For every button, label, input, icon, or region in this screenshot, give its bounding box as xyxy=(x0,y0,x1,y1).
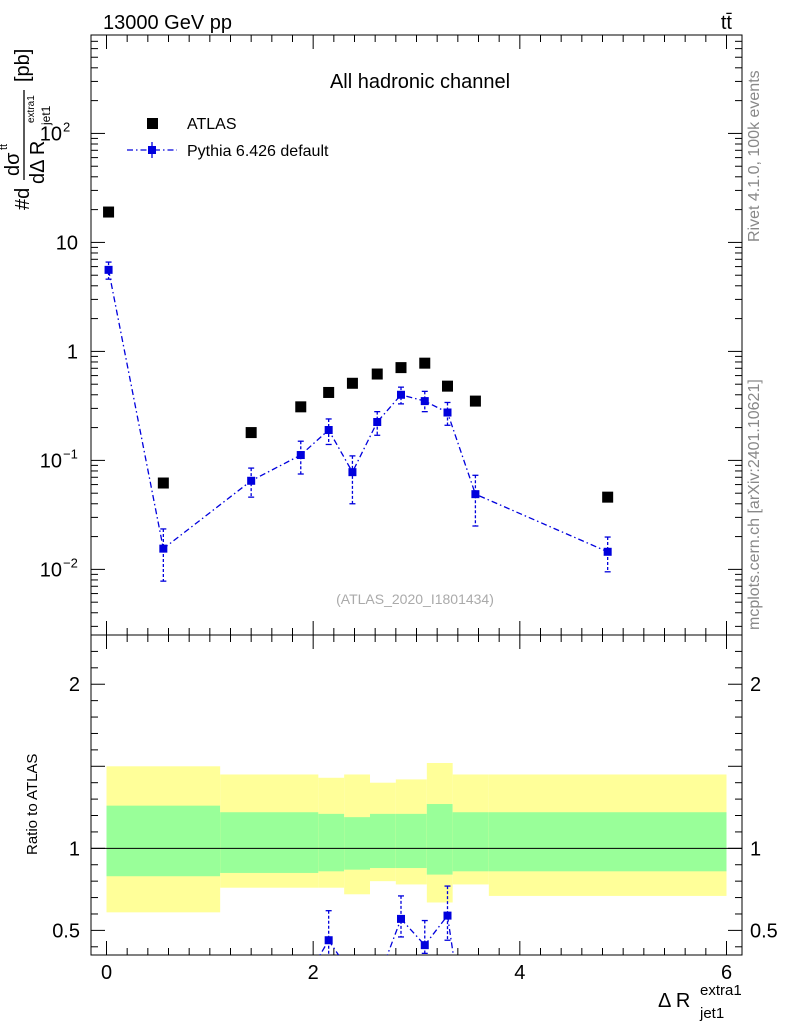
pythia-point xyxy=(373,418,382,427)
ratio-tick-label-right: 0.5 xyxy=(750,920,778,942)
y-tick-label: 10 xyxy=(40,559,62,581)
y-label-den-sub: jet1 xyxy=(39,105,53,126)
atlas-point xyxy=(295,401,307,413)
y-tick-label-exponent: −2 xyxy=(63,555,78,570)
ratio-uncertainty-bands xyxy=(91,763,742,913)
ratio-point xyxy=(324,936,333,945)
legend-atlas-marker xyxy=(147,118,158,129)
mcplots-reference-label: mcplots.cern.ch [arXiv:2401.10621] xyxy=(746,379,763,630)
ratio-band-inner xyxy=(344,817,370,870)
x-label-main: Δ R xyxy=(658,990,690,1012)
y-label-num-sup: tt xyxy=(0,144,10,150)
pythia-point xyxy=(104,265,113,274)
y-tick-label: 1 xyxy=(67,341,78,363)
atlas-point xyxy=(442,380,453,392)
atlas-point xyxy=(419,357,431,369)
ratio-point xyxy=(443,911,452,920)
atlas-point xyxy=(346,377,358,389)
y-tick-label: 10 xyxy=(56,232,78,254)
ratio-point xyxy=(420,941,429,950)
legend-atlas-label: ATLAS xyxy=(187,116,237,133)
x-tick-label: 6 xyxy=(721,962,732,984)
ratio-band-inner xyxy=(395,813,427,869)
ratio-panel-frame xyxy=(90,634,743,956)
atlas-point xyxy=(323,386,335,398)
rivet-version-label: Rivet 4.1.0, 100k events xyxy=(746,70,763,242)
process-label: tt̄ xyxy=(721,12,733,34)
ratio-points-group xyxy=(319,885,454,955)
pythia-point xyxy=(420,397,429,406)
pythia-line xyxy=(107,269,608,553)
pythia-point xyxy=(348,468,357,477)
y-label-den-sup: extra1 xyxy=(26,95,37,123)
atlas-point xyxy=(103,206,115,218)
y-label-main: #d xyxy=(12,188,34,210)
pythia-point xyxy=(159,544,168,553)
legend-pythia-label: Pythia 6.426 default xyxy=(187,143,329,160)
ratio-band-inner xyxy=(106,805,221,877)
y-tick-label: 10 xyxy=(40,450,62,472)
pythia-point xyxy=(247,476,256,485)
y-tick-label-exponent: 2 xyxy=(63,119,70,134)
ratio-band-inner xyxy=(488,812,727,872)
ratio-line-segment xyxy=(400,918,426,946)
ratio-tick-label-right: 2 xyxy=(750,674,761,696)
x-label-sup: extra1 xyxy=(700,982,742,999)
legend: ATLAS Pythia 6.426 default xyxy=(127,116,329,160)
pythia-point xyxy=(443,408,452,417)
y-axis-label: #d dσ tt dΔ R jet1 extra1 [pb] xyxy=(0,49,53,210)
watermark: (ATLAS_2020_I1801434) xyxy=(336,591,494,607)
y-label-unit: [pb] xyxy=(12,49,34,82)
atlas-point xyxy=(602,491,614,503)
ratio-band-inner xyxy=(370,813,396,869)
x-tick-label: 0 xyxy=(101,962,112,984)
ratio-band-inner xyxy=(452,812,489,872)
x-label-sub: jet1 xyxy=(699,1005,724,1022)
y-label-num: dσ xyxy=(2,152,24,176)
y-tick-label-exponent: −1 xyxy=(63,446,78,461)
ratio-tick-label-left: 2 xyxy=(69,674,80,696)
ratio-band-inner xyxy=(220,812,319,873)
ratio-tick-label-left: 0.5 xyxy=(52,920,80,942)
atlas-point xyxy=(371,368,383,380)
atlas-point xyxy=(469,395,481,407)
ratio-line-segment xyxy=(328,939,340,955)
ratio-line-segment xyxy=(446,915,454,955)
chart-title: All hadronic channel xyxy=(330,71,510,93)
pythia-point xyxy=(397,390,405,399)
ratio-band-inner xyxy=(318,813,345,872)
pythia-point xyxy=(471,490,480,499)
atlas-point xyxy=(245,427,257,439)
atlas-point xyxy=(157,477,169,489)
x-tick-label: 4 xyxy=(514,962,525,984)
pythia-point xyxy=(603,547,612,556)
x-axis-label: Δ R extra1 jet1 xyxy=(658,982,742,1022)
data-series xyxy=(103,206,614,955)
pythia-point xyxy=(296,451,305,460)
ratio-tick-label-left: 1 xyxy=(69,838,80,860)
atlas-point xyxy=(395,362,407,374)
energy-label: 13000 GeV pp xyxy=(103,12,232,34)
ratio-tick-label-right: 1 xyxy=(750,838,761,860)
pythia-point xyxy=(324,426,333,435)
x-tick-label: 2 xyxy=(308,962,319,984)
ratio-band-inner xyxy=(426,804,453,875)
ratio-y-label: Ratio to ATLAS xyxy=(24,754,41,855)
ratio-point xyxy=(397,914,405,923)
ratio-line-segment xyxy=(424,915,449,946)
ratio-line-segment xyxy=(386,918,402,955)
legend-pythia-marker xyxy=(148,146,156,154)
y-label-den: dΔ R xyxy=(27,141,49,184)
y-tick-label: 10 xyxy=(40,123,62,145)
